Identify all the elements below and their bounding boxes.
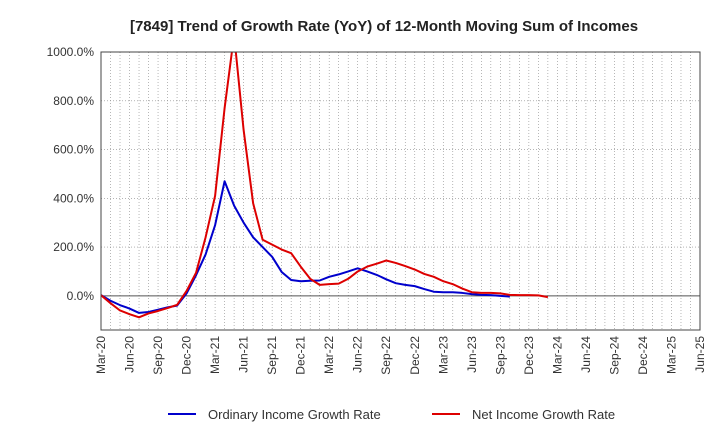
- y-tick-label: 1000.0%: [47, 45, 95, 59]
- x-tick-label: Jun-25: [693, 336, 707, 373]
- x-tick-label: Mar-23: [436, 336, 450, 374]
- x-tick-label: Jun-23: [465, 336, 479, 373]
- x-tick-label: Jun-24: [579, 336, 593, 373]
- x-tick-label: Sep-24: [607, 336, 621, 375]
- x-axis-ticks: Mar-20 Jun-20 Sep-20 Dec-20 Mar-21 Jun-21 Sep-…: [94, 336, 707, 375]
- y-tick-label: 600.0%: [53, 143, 94, 157]
- x-tick-label: Dec-24: [636, 336, 650, 375]
- x-tick-label: Sep-20: [151, 336, 165, 375]
- y-tick-label: 400.0%: [53, 191, 94, 205]
- chart-title: [7849] Trend of Growth Rate (YoY) of 12-…: [130, 18, 638, 35]
- y-axis-ticks: 0.0% 200.0% 400.0% 600.0% 800.0% 1000.0%: [47, 45, 95, 303]
- x-tick-label: Mar-20: [94, 336, 108, 374]
- plot-lines: [101, 52, 549, 319]
- series-line-net-income: [101, 52, 549, 319]
- x-tick-label: Sep-23: [493, 336, 507, 375]
- x-tick-label: Dec-23: [522, 336, 536, 375]
- x-tick-label: Mar-21: [208, 336, 222, 374]
- x-tick-label: Jun-20: [123, 336, 137, 373]
- x-tick-label: Mar-25: [664, 336, 678, 374]
- y-tick-label: 200.0%: [53, 240, 94, 254]
- legend-label: Net Income Growth Rate: [472, 407, 615, 422]
- x-tick-label: Dec-21: [294, 336, 308, 375]
- plot-frame: [100, 51, 701, 331]
- x-tick-label: Jun-22: [351, 336, 365, 373]
- x-tick-label: Dec-22: [408, 336, 422, 375]
- x-tick-label: Dec-20: [180, 336, 194, 375]
- y-tick-label: 0.0%: [67, 289, 95, 303]
- x-tick-label: Mar-22: [322, 336, 336, 374]
- legend-label: Ordinary Income Growth Rate: [208, 407, 381, 422]
- x-tick-label: Jun-21: [237, 336, 251, 373]
- x-tick-label: Sep-22: [379, 336, 393, 375]
- x-tick-label: Mar-24: [550, 336, 564, 374]
- grid-lines: [100, 51, 701, 330]
- x-tick-label: Sep-21: [265, 336, 279, 375]
- y-tick-label: 800.0%: [53, 94, 94, 108]
- legend: Ordinary Income Growth Rate Net Income Gr…: [168, 407, 615, 422]
